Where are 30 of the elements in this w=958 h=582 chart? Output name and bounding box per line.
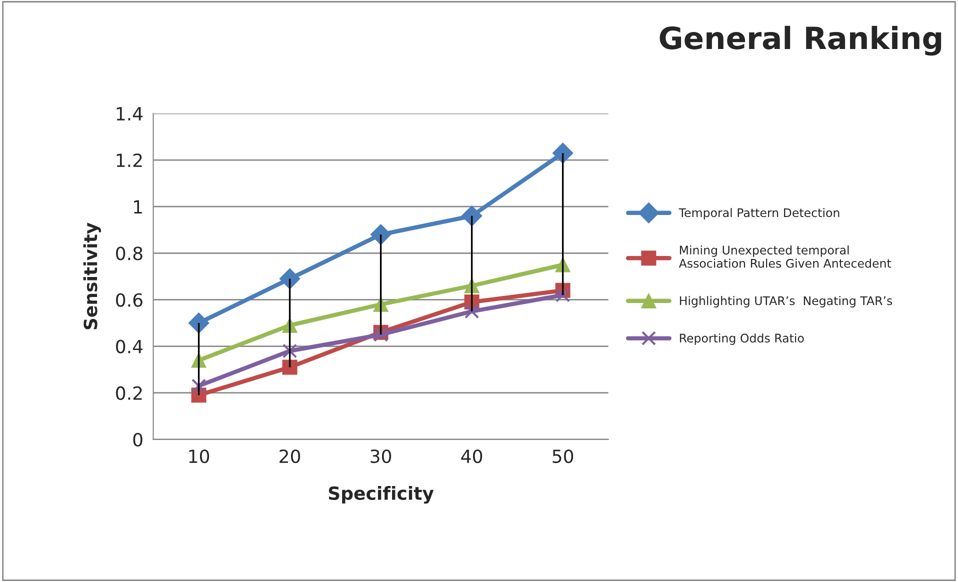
x-axis-title: Specificity [328,486,434,504]
point [191,378,206,394]
y-tick-label: 1 [134,200,142,214]
point [461,206,482,226]
point [464,304,480,319]
y-tick-label: 0.2 [116,386,142,400]
legend-label: Reporting Odds Ratio [680,333,804,345]
point [556,288,570,302]
text: General Ranking [660,26,942,56]
point [282,344,298,358]
point [279,268,300,290]
x-tick-label: 20 [280,449,300,464]
y-tick-label: 1.2 [116,154,142,167]
point [188,312,210,334]
y-tick-label: 1.4 [116,107,143,120]
x-tick-label: 30 [370,449,392,464]
legend-label: Highlighting UTAR’s Negating TAR’s [680,296,892,308]
y-tick-label: 0.8 [116,246,142,260]
point [552,142,574,164]
y-tick-label: 0.6 [116,293,142,307]
x-tick-label: 40 [461,449,482,464]
y-axis-title: Sensitivity [83,222,101,330]
x-tick-label: 10 [189,449,210,464]
point [370,224,392,245]
legend-label: Temporal Pattern Detection [678,208,840,220]
legend-label: Mining Unexpected temporal Association Rules Given Antecedent [678,245,892,268]
y-tick-label: 0 [133,432,142,447]
y-tick-label: 0.4 [116,340,143,354]
point [282,360,298,375]
x-tick-label: 50 [552,449,574,464]
